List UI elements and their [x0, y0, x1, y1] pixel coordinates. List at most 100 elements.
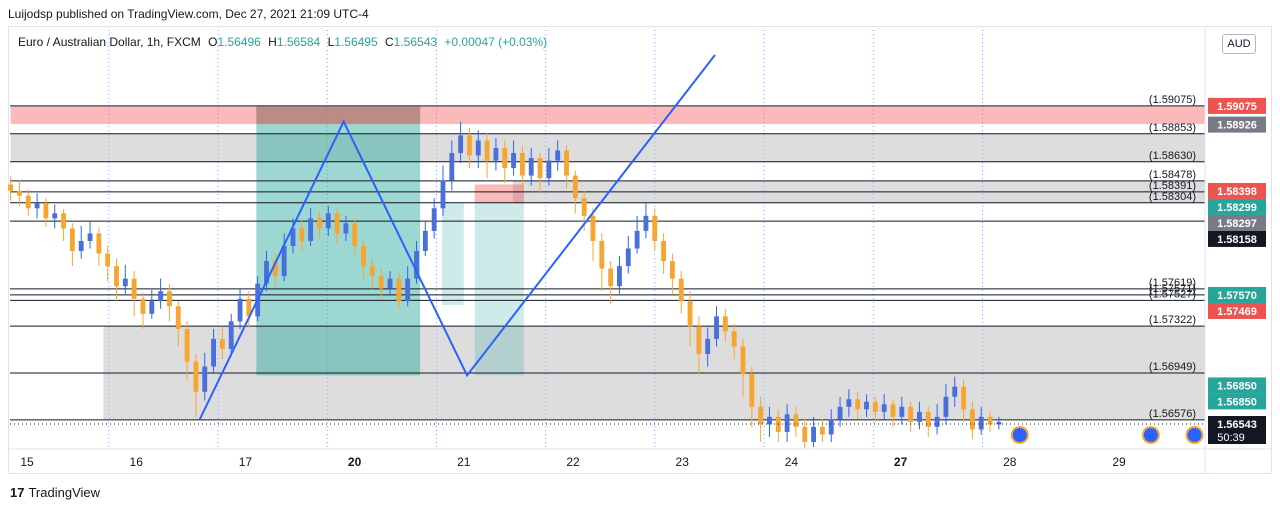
price-badge-label: 1.58398: [1217, 186, 1257, 198]
tradingview-footer[interactable]: 17 TradingView: [10, 485, 100, 500]
currency-button[interactable]: AUD: [1222, 34, 1256, 54]
candle-body: [528, 158, 534, 176]
candle-body: [608, 268, 614, 287]
candle-body: [422, 230, 428, 251]
candle-body: [431, 208, 437, 231]
candle-body: [325, 213, 331, 229]
candle-body: [572, 175, 578, 199]
candle-body: [643, 215, 649, 231]
candle-body: [696, 326, 702, 355]
price-badge-label: 1.56543: [1217, 419, 1257, 431]
high-label: H: [268, 35, 277, 49]
candle-body: [193, 361, 199, 392]
candle-body: [758, 406, 764, 425]
candle-body: [502, 147, 508, 169]
candle-body: [881, 404, 887, 412]
candle-body: [731, 331, 737, 347]
high-value: 1.56584: [276, 35, 321, 49]
candle-body: [405, 278, 411, 302]
candle-body: [308, 218, 314, 241]
price-badge-label: 1.57469: [1217, 306, 1257, 318]
candle-body: [837, 406, 843, 420]
zone-gray: [10, 134, 1206, 162]
candle-body: [122, 278, 128, 287]
candle-body: [599, 240, 605, 269]
candle-body: [167, 291, 172, 307]
price-badge: [1208, 198, 1266, 215]
candle-body: [440, 180, 446, 209]
candle-body: [369, 266, 375, 277]
level-label: (1.57619): [1149, 277, 1196, 289]
candle-body: [272, 261, 278, 277]
candle-body: [846, 399, 852, 407]
candle-body: [449, 153, 455, 181]
level-label: (1.56949): [1149, 361, 1196, 373]
candle-body: [652, 215, 658, 241]
zone-red: [256, 106, 421, 125]
candle-body: [617, 266, 622, 287]
zone-teal: [441, 203, 464, 306]
price-badge: [1208, 97, 1266, 114]
candle-body: [8, 184, 14, 191]
candle-body: [943, 396, 949, 417]
price-badge: [1208, 182, 1266, 199]
candle-body: [87, 233, 93, 241]
chart-frame[interactable]: [8, 26, 1272, 474]
candle-body: [625, 248, 631, 267]
candle-body: [361, 245, 366, 267]
candle-body: [890, 404, 896, 417]
level-label: (1.58853): [1149, 122, 1196, 134]
candle-body: [784, 414, 790, 432]
candle-body: [864, 401, 869, 410]
candle-body: [996, 421, 1002, 425]
candle-body: [555, 150, 561, 161]
x-tick-label: 22: [566, 455, 580, 469]
candle-body: [114, 266, 119, 287]
candle-body: [634, 230, 640, 249]
candle-body: [246, 298, 252, 317]
candle-body: [334, 213, 340, 234]
price-badge: [1208, 302, 1266, 319]
candle-body: [175, 306, 181, 329]
close-label: C: [385, 35, 394, 49]
zone-teal: [474, 203, 524, 376]
brand-name: TradingView: [28, 485, 101, 500]
price-badge: [1208, 393, 1266, 410]
level-label: (1.57527): [1149, 288, 1196, 300]
candle-body: [661, 240, 667, 262]
x-tick-label: 28: [1003, 455, 1017, 469]
candle-body: [899, 406, 905, 417]
level-label: (1.58478): [1149, 169, 1196, 181]
low-value: 1.56495: [334, 35, 378, 49]
price-badge-label: 1.58299: [1217, 202, 1257, 214]
candle-body: [793, 414, 799, 427]
candle-body: [96, 233, 102, 254]
x-tick-label: 15: [20, 455, 34, 469]
candle-body: [343, 223, 349, 234]
open-value: 1.56496: [217, 35, 261, 49]
candle-body: [925, 411, 931, 427]
candle-body: [767, 416, 772, 425]
candle-body: [131, 278, 137, 299]
level-label: (1.59075): [1149, 94, 1196, 106]
candle-body: [546, 160, 552, 179]
candle-body: [61, 213, 66, 229]
candle-body: [237, 298, 243, 322]
level-label: (1.57571): [1149, 283, 1196, 295]
candle-body: [493, 147, 499, 161]
price-badge-label: 1.56850: [1217, 380, 1257, 392]
event-marker-icon: [1012, 428, 1027, 442]
candle-body: [140, 298, 146, 314]
symbol-name: Euro / Australian Dollar, 1h, FXCM: [18, 35, 201, 49]
x-tick-label: 23: [676, 455, 690, 469]
candle-body: [519, 153, 525, 176]
x-tick-label: 27: [894, 455, 908, 469]
candle-body: [317, 218, 322, 229]
countdown-label: 50:39: [1217, 432, 1245, 444]
candle-body: [352, 223, 358, 246]
candle-body: [43, 203, 49, 219]
candle-body: [669, 261, 675, 279]
candle-body: [802, 426, 808, 442]
x-tick-label: 17: [239, 455, 253, 469]
